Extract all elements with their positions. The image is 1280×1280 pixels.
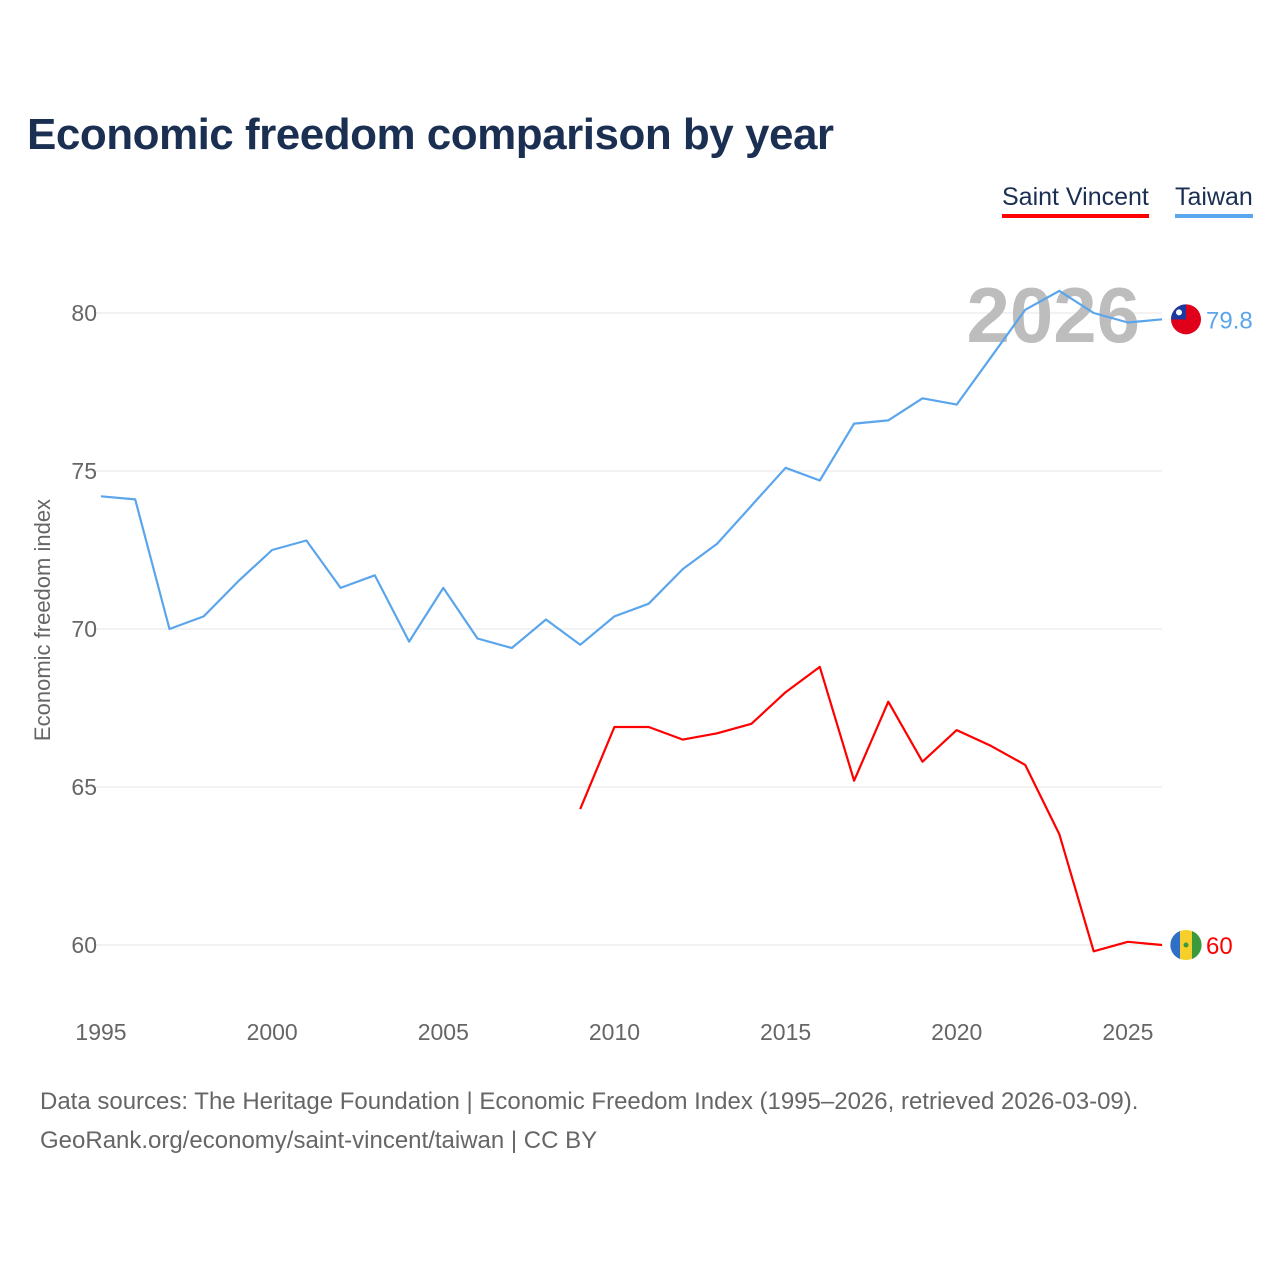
- series-line-taiwan: [100, 289, 1163, 650]
- saint-vincent-flag-green: [1192, 931, 1202, 959]
- x-tick-label: 2020: [931, 1019, 982, 1045]
- taiwan-flag-sun: [1176, 309, 1182, 316]
- x-tick-label: 2025: [1102, 1019, 1153, 1045]
- saint-vincent-flag-blue: [1170, 931, 1180, 959]
- chart-title: Economic freedom comparison by year: [27, 110, 834, 159]
- year-watermark: 2026: [966, 271, 1140, 359]
- saint-vincent-flag-diamond: [1183, 942, 1189, 948]
- y-axis-label: Economic freedom index: [30, 499, 55, 741]
- y-tick-label: 75: [71, 458, 97, 484]
- source-link[interactable]: GeoRank.org/economy/saint-vincent/taiwan…: [40, 1127, 598, 1154]
- x-tick-label: 1995: [75, 1019, 126, 1045]
- legend-saint-vincent[interactable]: Saint Vincent: [1002, 183, 1149, 218]
- x-tick-label: 2010: [589, 1019, 640, 1045]
- source-text: Data sources: The Heritage Foundation | …: [40, 1088, 1139, 1115]
- y-tick-label: 65: [71, 774, 97, 800]
- y-tick-label: 70: [71, 616, 97, 642]
- y-tick-label: 60: [71, 932, 97, 958]
- y-tick-label: 80: [71, 300, 97, 326]
- series-line-saint-vincent: [579, 665, 1163, 953]
- legend-taiwan[interactable]: Taiwan: [1175, 183, 1253, 218]
- x-tick-label: 2005: [418, 1019, 469, 1045]
- end-value-label: 79.8: [1206, 307, 1253, 334]
- end-value-label: 60: [1206, 933, 1233, 960]
- x-tick-label: 2000: [247, 1019, 298, 1045]
- x-tick-label: 2015: [760, 1019, 811, 1045]
